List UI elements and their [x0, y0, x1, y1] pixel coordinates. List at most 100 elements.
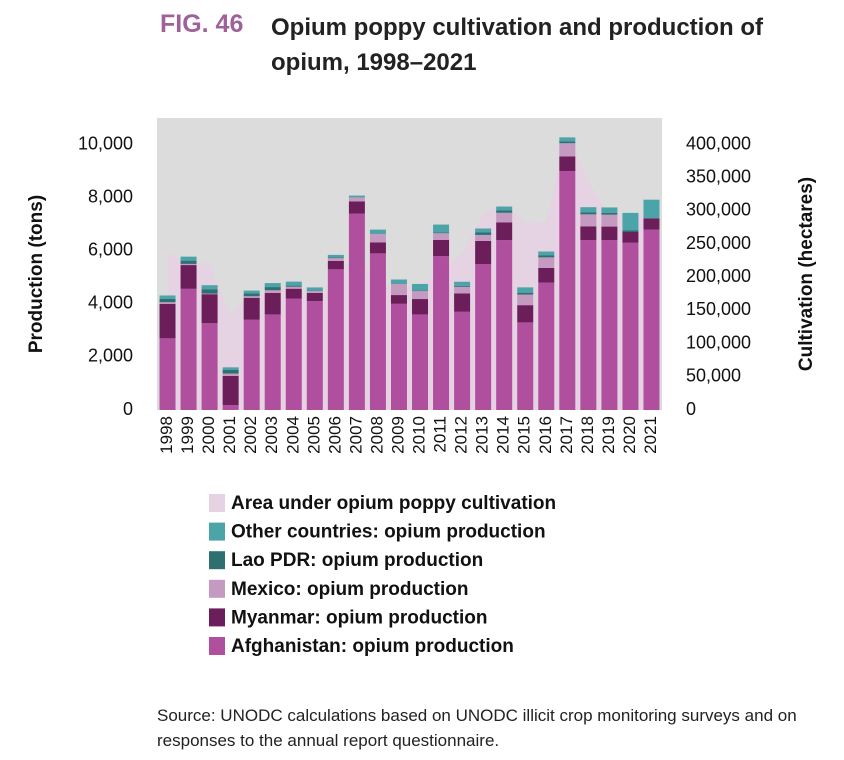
bar-segment — [454, 293, 471, 312]
bar-segment — [327, 260, 344, 270]
bar-segment — [159, 302, 176, 304]
legend-label: Area under opium poppy cultivation — [231, 493, 556, 514]
chart-title: Opium poppy cultivation and production o… — [271, 14, 763, 76]
bar-segment — [390, 303, 407, 410]
bar-segment — [390, 283, 407, 296]
x-tick-label: 2010 — [410, 416, 429, 454]
y2-tick-label: 250,000 — [686, 233, 751, 253]
x-tick-label: 2020 — [620, 416, 639, 454]
x-tick-label: 2007 — [346, 416, 365, 454]
x-tick-label: 2008 — [367, 416, 386, 454]
legend-swatch — [209, 522, 225, 541]
legend-swatch — [209, 608, 225, 627]
bar-segment — [159, 303, 176, 339]
bar-segment — [264, 283, 281, 288]
bar-segment — [369, 233, 386, 243]
y2-axis-title: Cultivation (hectares) — [796, 177, 817, 371]
bar-segment — [433, 239, 450, 257]
x-tick-label: 1999 — [178, 416, 197, 454]
legend-swatch — [209, 551, 225, 570]
bar-segment — [348, 213, 365, 410]
x-tick-label: 2002 — [241, 416, 260, 454]
y2-tick-label: 200,000 — [686, 266, 751, 286]
x-tick-label: 2021 — [641, 416, 660, 454]
bar-segment — [601, 207, 618, 213]
x-tick-label: 2009 — [388, 416, 407, 454]
legend-swatch — [209, 637, 225, 655]
bar-segment — [580, 240, 597, 410]
bar-segment — [643, 199, 660, 219]
bar-segment — [643, 218, 660, 230]
bar-segment — [559, 137, 576, 142]
bar-segment — [306, 301, 323, 410]
bar-segment — [517, 287, 534, 293]
bar-segment — [369, 229, 386, 234]
x-tick-label: 2003 — [262, 416, 281, 454]
x-tick-label: 2006 — [325, 416, 344, 454]
bar-segment — [159, 338, 176, 410]
bar-segment — [559, 156, 576, 172]
bar-segment — [348, 197, 365, 202]
bar-segment — [559, 171, 576, 410]
bar-segment — [327, 258, 344, 261]
bar-segment — [454, 286, 471, 294]
bar-segment — [369, 253, 386, 410]
bar-segment — [496, 222, 513, 241]
bar-segment — [559, 143, 576, 157]
x-tick-label: 2001 — [220, 416, 239, 454]
bar-segment — [601, 240, 618, 410]
bar-segment — [622, 242, 639, 410]
bar-segment — [559, 141, 576, 144]
bar-segment — [159, 298, 176, 303]
x-tick-label: 2016 — [536, 416, 555, 454]
y2-tick-label: 0 — [686, 399, 696, 419]
bar-segment — [348, 195, 365, 198]
bar-segment — [412, 299, 429, 315]
bar-segment — [180, 260, 197, 264]
bar-segment — [538, 282, 555, 410]
bar-segment — [580, 212, 597, 215]
bar-segment — [243, 296, 260, 298]
legend-label: Myanmar: opium production — [231, 607, 488, 628]
bar-segment — [180, 265, 197, 289]
bar-segment — [306, 287, 323, 291]
bar-segment — [201, 285, 218, 290]
y-axis-title: Production (tons) — [26, 195, 47, 353]
y-tick-label: 6,000 — [88, 239, 133, 259]
bar-segment — [643, 229, 660, 410]
bar-segment — [433, 256, 450, 410]
bar-segment — [433, 233, 450, 240]
bar-segment — [517, 305, 534, 323]
bar-segment — [327, 269, 344, 410]
bar-segment — [201, 293, 218, 295]
bar-segment — [285, 288, 302, 299]
bar-segment — [390, 295, 407, 304]
legend-label: Afghanistan: opium production — [231, 636, 514, 657]
y2-tick-label: 50,000 — [686, 366, 741, 386]
bar-segment — [496, 210, 513, 213]
bar-segment — [222, 375, 239, 406]
bar-segment — [243, 319, 260, 410]
bar-segment — [412, 283, 429, 291]
bar-segment — [538, 257, 555, 268]
x-tick-label: 2014 — [494, 416, 513, 454]
bar-segment — [264, 292, 281, 315]
legend-label: Other countries: opium production — [231, 522, 546, 543]
x-tick-label: 2011 — [431, 416, 450, 453]
bar-segment — [517, 322, 534, 410]
legend-label: Mexico: opium production — [231, 579, 469, 600]
bar-segment — [180, 288, 197, 410]
chart: 0 2,000 4,000 6,000 8,000 10,000 0 50,000 100,00… — [26, 118, 817, 657]
bar-segment — [580, 207, 597, 213]
bar-segment — [496, 206, 513, 211]
source-note: Source: UNODC calculations based on UNOD… — [157, 706, 797, 750]
bar-segment — [201, 294, 218, 324]
y-tick-label: 8,000 — [88, 186, 133, 206]
bar-segment — [348, 201, 365, 214]
bar-segment — [496, 240, 513, 410]
bar-segment — [475, 240, 492, 264]
bar-segment — [285, 286, 302, 289]
bar-segment — [412, 291, 429, 300]
x-tick-label: 2018 — [578, 416, 597, 454]
bar-segment — [180, 263, 197, 266]
